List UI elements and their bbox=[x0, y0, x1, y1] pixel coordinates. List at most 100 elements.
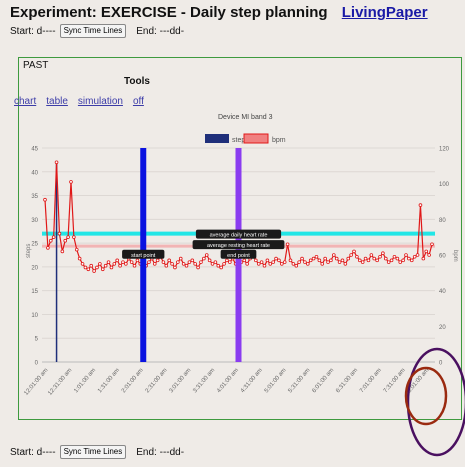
bpm-point bbox=[129, 260, 134, 264]
bpm-point bbox=[314, 254, 319, 259]
end-point-label-bg bbox=[220, 249, 257, 259]
bpm-point bbox=[170, 262, 174, 266]
y-left-tick-label: 20 bbox=[31, 265, 38, 271]
bpm-point bbox=[228, 260, 232, 264]
bpm-point bbox=[57, 231, 62, 236]
bpm-point bbox=[277, 258, 281, 263]
outer-highlight-circle bbox=[406, 347, 465, 457]
end-label: End: ---dd- bbox=[136, 25, 185, 37]
y-left-tick-label: 40 bbox=[31, 170, 38, 176]
chart-link[interactable]: chart bbox=[14, 96, 37, 107]
inner-highlight-circle bbox=[404, 366, 448, 426]
bpm-point bbox=[383, 256, 388, 261]
past-label: PAST bbox=[23, 60, 49, 71]
y-left-tick-label: 5 bbox=[35, 337, 39, 343]
bpm-point bbox=[115, 258, 120, 263]
bpm-point bbox=[256, 262, 261, 266]
bpm-point bbox=[245, 262, 249, 266]
bpm-point bbox=[409, 258, 414, 263]
bpm-point bbox=[184, 263, 189, 268]
bpm-point bbox=[152, 262, 157, 266]
bpm-point bbox=[404, 253, 408, 257]
bpm-point bbox=[173, 265, 177, 270]
bpm-point bbox=[48, 238, 53, 243]
y-right-tick-label: 0 bbox=[439, 361, 443, 367]
bottom-end-label: End: ---dd- bbox=[136, 446, 185, 458]
bpm-point bbox=[89, 263, 94, 268]
bpm-point bbox=[366, 258, 371, 263]
bpm-point bbox=[207, 258, 212, 263]
chart-panel bbox=[18, 57, 462, 420]
average-resting-hr-label: average resting heart rate bbox=[207, 243, 270, 249]
bpm-point bbox=[118, 263, 122, 268]
bpm-point bbox=[288, 258, 293, 263]
bottom-sync-time-lines-button[interactable]: Sync Time Lines bbox=[59, 445, 127, 459]
bpm-point bbox=[181, 262, 186, 266]
y-left-tick-label: 0 bbox=[35, 361, 39, 367]
bpm-point bbox=[268, 262, 273, 266]
bpm-point bbox=[381, 251, 385, 256]
bpm-point bbox=[51, 235, 56, 239]
start-label: Start: d---- bbox=[10, 25, 56, 37]
bpm-point bbox=[392, 254, 397, 259]
bpm-point bbox=[202, 256, 206, 261]
bpm-point bbox=[389, 258, 394, 263]
bpm-point bbox=[225, 258, 229, 263]
bpm-point bbox=[372, 256, 377, 261]
legend-steps-swatch bbox=[205, 134, 229, 143]
bpm-point bbox=[378, 254, 382, 259]
bpm-point bbox=[109, 265, 114, 270]
bpm-point bbox=[86, 267, 91, 272]
bpm-point bbox=[74, 247, 79, 252]
bpm-point bbox=[323, 256, 327, 261]
y-left-tick-label: 25 bbox=[31, 242, 38, 248]
off-link[interactable]: off bbox=[132, 96, 144, 107]
bpm-point bbox=[77, 256, 82, 261]
bpm-point bbox=[418, 203, 423, 207]
bpm-point bbox=[332, 253, 336, 257]
simulation-link[interactable]: simulation bbox=[77, 96, 123, 107]
bpm-point bbox=[135, 258, 140, 263]
bpm-point bbox=[262, 263, 267, 268]
bpm-point bbox=[254, 258, 258, 263]
bpm-point bbox=[291, 262, 296, 266]
bottom-time-controls: Start: d---- Sync Time Lines End: ---dd- bbox=[10, 445, 184, 459]
bpm-point bbox=[46, 246, 50, 250]
bpm-point bbox=[421, 256, 426, 261]
bpm-point bbox=[60, 249, 65, 254]
page-title: Experiment: EXERCISE - Daily step planni… bbox=[10, 4, 428, 21]
bpm-point bbox=[274, 256, 278, 261]
bpm-point bbox=[112, 262, 117, 266]
bpm-point bbox=[395, 256, 400, 261]
bpm-point bbox=[349, 253, 353, 257]
y-left-axis-label: steps bbox=[26, 244, 32, 258]
tool-links: chart table simulation off bbox=[14, 96, 144, 107]
bpm-point bbox=[187, 260, 192, 264]
y-right-tick-label: 100 bbox=[439, 182, 450, 188]
bpm-point bbox=[300, 256, 304, 261]
bpm-point bbox=[167, 258, 171, 263]
bpm-point bbox=[219, 265, 223, 270]
legend-steps-label: steps bbox=[232, 137, 249, 144]
bpm-point bbox=[80, 262, 85, 266]
bpm-point bbox=[412, 254, 417, 259]
bpm-point bbox=[132, 263, 137, 268]
livingpaper-link[interactable]: LivingPaper bbox=[341, 4, 428, 21]
y-right-axis-label: bpm bbox=[452, 250, 458, 262]
bpm-point bbox=[346, 256, 351, 261]
bpm-point bbox=[66, 235, 70, 239]
bpm-point bbox=[210, 262, 215, 266]
bpm-point bbox=[196, 265, 200, 270]
y-left-tick-label: 30 bbox=[31, 218, 38, 224]
table-link[interactable]: table bbox=[46, 96, 68, 107]
y-right-tick-label: 80 bbox=[439, 218, 446, 224]
bpm-point bbox=[280, 262, 284, 266]
average-daily-hr-label: average daily heart rate bbox=[210, 233, 268, 239]
bpm-point bbox=[265, 258, 270, 263]
bpm-point bbox=[121, 260, 125, 264]
sync-time-lines-button[interactable]: Sync Time Lines bbox=[59, 24, 127, 38]
bpm-point bbox=[357, 258, 362, 263]
bpm-point bbox=[190, 258, 195, 263]
bottom-start-label: Start: d---- bbox=[10, 446, 56, 458]
chart-title: Device MI band 3 bbox=[218, 114, 273, 121]
